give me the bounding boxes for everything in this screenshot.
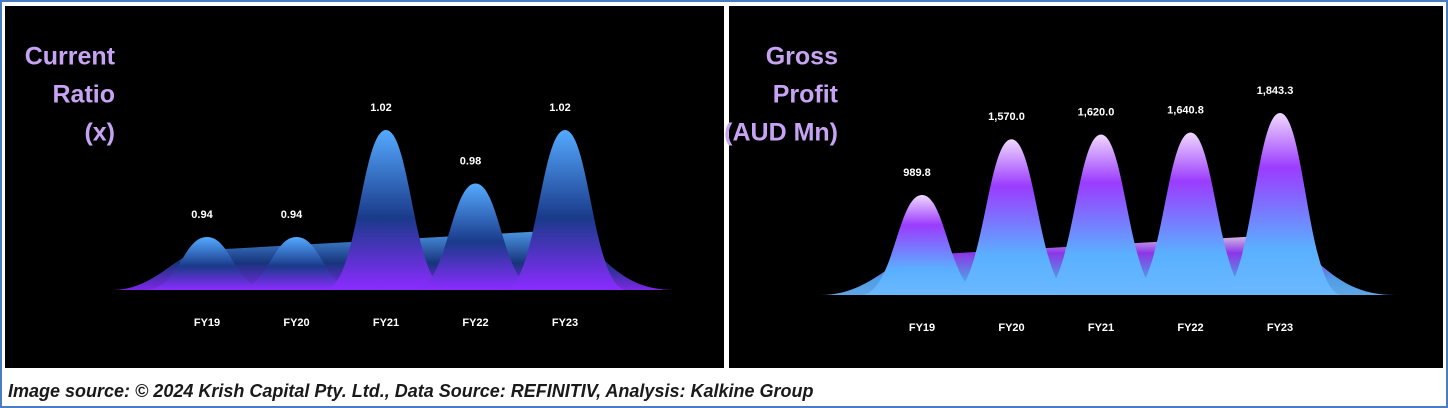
peak [413, 183, 538, 290]
x-tick-label: FY19 [909, 322, 935, 334]
value-label: 0.98 [460, 155, 481, 167]
value-label: 1,620.0 [1078, 106, 1115, 118]
x-tick-label: FY22 [462, 317, 488, 329]
chart-title: Gross [766, 43, 838, 71]
chart-title: Current [25, 43, 116, 71]
value-label: 1,843.3 [1257, 85, 1294, 97]
peak [1218, 113, 1342, 295]
chart-title: (AUD Mn) [724, 119, 838, 147]
peak [860, 195, 984, 295]
x-tick-label: FY23 [552, 317, 578, 329]
peak [949, 139, 1074, 295]
x-tick-label: FY21 [373, 317, 399, 329]
value-label: 0.94 [191, 209, 213, 221]
x-tick-label: FY21 [1088, 322, 1114, 334]
caption: Image source: © 2024 Krish Capital Pty. … [8, 381, 813, 401]
x-tick-label: FY22 [1177, 322, 1203, 334]
x-tick-label: FY20 [283, 317, 309, 329]
peak [145, 237, 269, 290]
peak [324, 130, 448, 290]
x-tick-label: FY19 [194, 317, 220, 329]
chart-title: Profit [773, 81, 839, 109]
value-label: 989.8 [903, 167, 931, 179]
value-label: 1.02 [549, 102, 570, 114]
peak [1039, 134, 1163, 295]
peak [503, 130, 627, 290]
chart-title: (x) [84, 119, 115, 147]
peak [234, 237, 359, 290]
chart-title: Ratio [53, 81, 116, 109]
value-label: 1,640.8 [1167, 104, 1204, 116]
x-tick-label: FY20 [998, 322, 1024, 334]
value-label: 1.02 [370, 102, 391, 114]
x-tick-label: FY23 [1267, 322, 1293, 334]
value-label: 0.94 [281, 209, 303, 221]
peak [1128, 132, 1253, 295]
value-label: 1,570.0 [988, 111, 1025, 123]
